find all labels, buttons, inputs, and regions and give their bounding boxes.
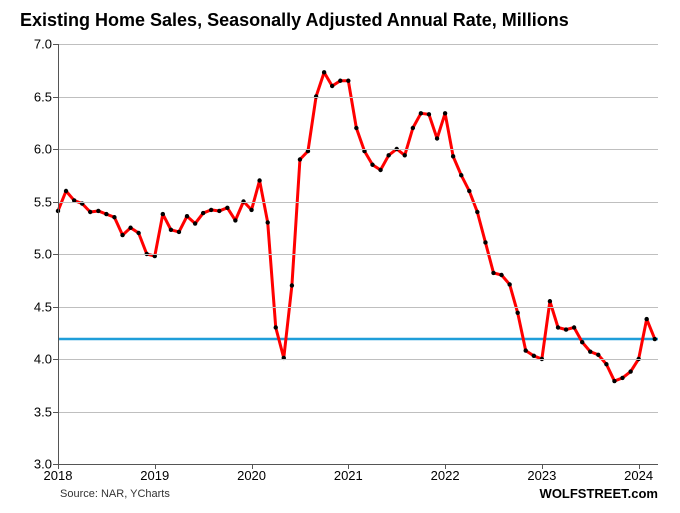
data-point-marker [354,126,358,130]
data-point-marker [572,325,576,329]
data-point-marker [322,70,326,74]
y-tick-label: 3.5 [34,404,58,419]
data-point-marker [128,226,132,230]
x-axis-line [58,464,658,465]
chart-title: Existing Home Sales, Seasonally Adjusted… [20,10,660,31]
data-point-marker [290,283,294,287]
data-point-marker [201,211,205,215]
data-point-marker [451,154,455,158]
data-point-marker [653,337,657,341]
data-point-marker [475,210,479,214]
plot-area: 3.03.54.04.55.05.56.06.57.02018201920202… [58,44,658,464]
attribution-text: WOLFSTREET.com [540,486,658,501]
y-tick-label: 6.0 [34,142,58,157]
data-point-marker [185,214,189,218]
source-text: Source: NAR, YCharts [60,488,170,500]
data-point-marker [491,271,495,275]
data-point-marker [233,218,237,222]
x-tick-label: 2023 [527,464,556,483]
data-point-marker [507,282,511,286]
data-point-marker [427,112,431,116]
chart-container: Existing Home Sales, Seasonally Adjusted… [0,0,680,513]
data-point-marker [64,189,68,193]
data-point-marker [499,273,503,277]
data-point-marker [193,221,197,225]
data-point-marker [612,379,616,383]
grid-line [58,359,658,360]
data-point-marker [628,369,632,373]
data-point-marker [217,209,221,213]
data-point-marker [257,178,261,182]
data-point-marker [588,349,592,353]
grid-line [58,412,658,413]
data-point-marker [548,299,552,303]
data-point-marker [225,206,229,210]
data-point-marker [580,340,584,344]
data-point-marker [644,317,648,321]
data-point-marker [249,208,253,212]
data-point-marker [274,325,278,329]
data-point-marker [556,325,560,329]
x-tick-label: 2018 [44,464,73,483]
data-point-marker [459,173,463,177]
data-point-marker [532,354,536,358]
data-point-marker [378,168,382,172]
grid-line [58,97,658,98]
grid-line [58,202,658,203]
data-point-marker [266,220,270,224]
data-point-marker [596,353,600,357]
data-point-marker [161,212,165,216]
data-point-marker [112,215,116,219]
y-tick-label: 4.0 [34,352,58,367]
data-point-marker [443,111,447,115]
data-point-marker [370,163,374,167]
data-point-marker [524,348,528,352]
x-tick-label: 2020 [237,464,266,483]
data-point-marker [330,84,334,88]
data-point-marker [564,327,568,331]
data-point-marker [386,153,390,157]
data-series-line [58,72,655,381]
data-point-marker [136,231,140,235]
y-tick-label: 7.0 [34,37,58,52]
grid-line [58,307,658,308]
data-point-marker [419,111,423,115]
grid-line [58,254,658,255]
y-tick-label: 5.0 [34,247,58,262]
data-point-marker [620,376,624,380]
data-point-marker [120,233,124,237]
data-point-marker [209,208,213,212]
data-point-marker [411,126,415,130]
data-point-marker [177,230,181,234]
data-point-marker [338,79,342,83]
data-point-marker [435,136,439,140]
data-point-marker [298,157,302,161]
y-axis-line [58,44,59,464]
data-point-marker [403,153,407,157]
data-point-marker [104,212,108,216]
data-point-marker [169,228,173,232]
y-tick-label: 4.5 [34,299,58,314]
y-tick-label: 5.5 [34,194,58,209]
data-point-marker [346,79,350,83]
data-point-marker [467,189,471,193]
data-point-marker [96,209,100,213]
y-tick-label: 6.5 [34,89,58,104]
data-point-marker [483,240,487,244]
x-tick-label: 2021 [334,464,363,483]
grid-line [58,44,658,45]
x-tick-label: 2022 [431,464,460,483]
x-tick-label: 2024 [624,464,653,483]
data-point-marker [604,362,608,366]
data-point-marker [88,210,92,214]
x-tick-label: 2019 [140,464,169,483]
data-point-marker [515,311,519,315]
grid-line [58,149,658,150]
